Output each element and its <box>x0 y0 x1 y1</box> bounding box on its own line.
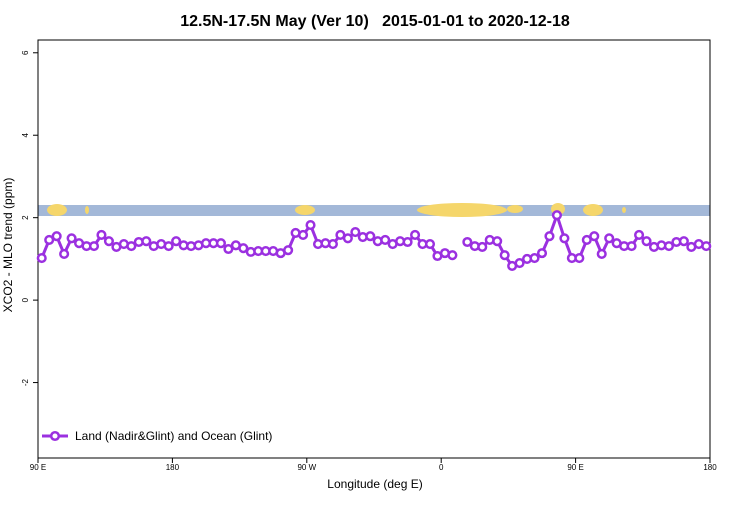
data-point <box>529 253 540 264</box>
data-point <box>596 248 607 259</box>
data-point <box>536 248 548 259</box>
data-point <box>574 253 585 264</box>
data-point <box>223 243 234 255</box>
x-tick-label: 90 E <box>30 463 46 472</box>
legend-marker <box>49 430 61 442</box>
data-point <box>477 241 488 252</box>
x-axis-label: Longitude (deg E) <box>327 477 422 491</box>
data-point <box>51 231 62 242</box>
x-tick-label: 0 <box>439 463 444 472</box>
data-point <box>44 234 55 245</box>
legend-label: Land (Nadir&Glint) and Ocean (Glint) <box>75 429 272 443</box>
data-point <box>141 236 152 247</box>
data-point <box>514 257 525 269</box>
data-point <box>103 236 114 247</box>
data-point <box>126 241 137 252</box>
data-point <box>171 236 182 247</box>
data-point <box>298 229 309 241</box>
data-point <box>402 236 413 248</box>
data-point <box>678 236 689 247</box>
data-point <box>59 248 70 259</box>
data-point <box>96 229 107 241</box>
data-point <box>215 238 226 249</box>
y-tick-label: 4 <box>21 132 30 137</box>
data-point <box>365 231 376 242</box>
data-point <box>581 234 592 245</box>
data-point <box>447 250 458 261</box>
data-point <box>163 241 174 252</box>
data-point <box>663 241 674 252</box>
data-point <box>604 233 615 244</box>
data-point <box>634 229 645 241</box>
y-tick-label: 0 <box>21 297 30 302</box>
x-tick-label: 180 <box>703 463 717 472</box>
y-tick-label: 6 <box>21 50 30 55</box>
data-point <box>551 210 562 221</box>
x-tick-label: 180 <box>166 463 180 472</box>
data-point <box>36 253 47 264</box>
data-point <box>462 236 473 248</box>
data-point <box>499 250 510 261</box>
data-point <box>424 239 436 250</box>
data-point <box>544 231 555 242</box>
data-point <box>589 231 600 242</box>
x-tick-label: 90 E <box>567 463 583 472</box>
data-point <box>380 234 391 245</box>
plot-frame <box>37 39 711 459</box>
x-tick-label: 90 W <box>297 463 316 472</box>
data-point <box>327 239 338 250</box>
data-point <box>305 220 316 231</box>
data-point <box>701 241 712 252</box>
data-point <box>283 245 294 256</box>
data-point <box>66 233 77 244</box>
y-tick-label: 2 <box>21 215 30 220</box>
data-point <box>626 241 637 252</box>
data-point <box>559 233 570 244</box>
data-point <box>641 236 652 247</box>
land-ocean-map-strip <box>38 203 710 217</box>
data-point <box>350 227 361 238</box>
data-point <box>238 243 249 254</box>
y-axis-label: XCO2 - MLO trend (ppm) <box>1 178 15 313</box>
data-point <box>342 233 353 244</box>
data-point <box>410 229 421 241</box>
data-point <box>492 236 503 247</box>
data-point <box>88 241 100 252</box>
y-tick-label: -2 <box>21 378 30 386</box>
chart-title: 12.5N-17.5N May (Ver 10) 2015-01-01 to 2… <box>180 13 570 30</box>
